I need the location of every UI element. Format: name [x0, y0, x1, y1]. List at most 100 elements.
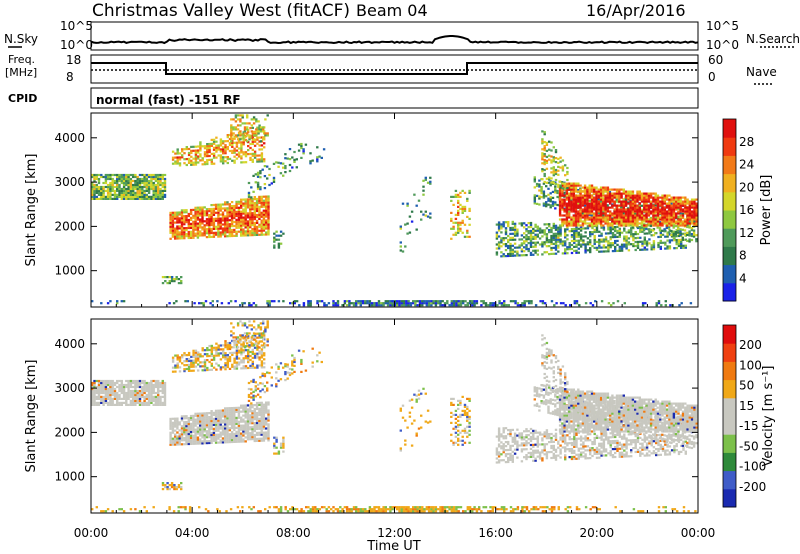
- heatmap-cell: [235, 135, 239, 138]
- heatmap-cell: [563, 202, 566, 205]
- heatmap-cell: [609, 202, 612, 205]
- heatmap-cell: [604, 246, 608, 249]
- heatmap-cell: [563, 191, 566, 194]
- heatmap-cell: [583, 194, 587, 197]
- heatmap-cell: [620, 212, 623, 215]
- heatmap-cell: [214, 217, 218, 220]
- heatmap-cell: [452, 195, 455, 198]
- heatmap-cell: [579, 184, 582, 187]
- heatmap-cell: [203, 440, 206, 443]
- heatmap-cell: [169, 227, 172, 230]
- heatmap-cell: [201, 212, 204, 215]
- heatmap-cell: [636, 190, 639, 193]
- heatmap-cell: [563, 208, 566, 211]
- heatmap-cell: [125, 385, 128, 389]
- heatmap-cell: [586, 206, 589, 209]
- heatmap-cell: [614, 227, 617, 231]
- heatmap-cell: [545, 201, 548, 204]
- heatmap-cell: [129, 187, 133, 191]
- heatmap-cell: [634, 200, 637, 203]
- heatmap-cell: [106, 403, 110, 406]
- heatmap-cell: [210, 433, 213, 437]
- heatmap-cell: [161, 175, 164, 179]
- heatmap-cell: [185, 443, 188, 446]
- heatmap-cell: [597, 218, 600, 221]
- heatmap-cell: [210, 204, 213, 207]
- heatmap-cell: [604, 240, 608, 243]
- heatmap-cell: [558, 198, 562, 201]
- heatmap-cell: [255, 118, 258, 121]
- heatmap-cell: [97, 401, 101, 404]
- heatmap-cell: [489, 302, 492, 305]
- heatmap-cell: [559, 184, 562, 187]
- heatmap-cell: [577, 235, 580, 238]
- heatmap-cell: [672, 222, 676, 225]
- heatmap-cell: [122, 387, 126, 391]
- heatmap-cell: [574, 210, 578, 213]
- heatmap-cell: [533, 202, 536, 205]
- heatmap-cell: [557, 240, 560, 243]
- heatmap-cell: [104, 387, 108, 391]
- heatmap-cell: [657, 245, 660, 249]
- heatmap-cell: [588, 213, 591, 216]
- heatmap-cell: [136, 195, 139, 198]
- heatmap-cell: [589, 241, 592, 244]
- heatmap-cell: [171, 211, 175, 214]
- heatmap-cell: [375, 302, 378, 305]
- heatmap-cell: [293, 158, 296, 161]
- heatmap-cell: [686, 233, 689, 236]
- heatmap-cell: [473, 304, 476, 307]
- heatmap-cell: [215, 148, 218, 151]
- heatmap-cell: [688, 224, 691, 227]
- heatmap-cell: [91, 193, 94, 196]
- heatmap-cell: [482, 300, 485, 303]
- heatmap-cell: [642, 229, 646, 232]
- heatmap-cell: [682, 232, 685, 235]
- heatmap-cell: [127, 189, 130, 192]
- heatmap-cell: [240, 222, 243, 225]
- heatmap-cell: [295, 166, 298, 169]
- heatmap-cell: [249, 226, 252, 229]
- heatmap-cell: [262, 211, 266, 214]
- heatmap-cell: [645, 196, 648, 199]
- heatmap-cell: [675, 243, 678, 246]
- heatmap-cell: [201, 210, 204, 213]
- heatmap-cell: [242, 220, 245, 223]
- heatmap-cell: [564, 188, 567, 191]
- heatmap-cell: [624, 222, 628, 225]
- heatmap-cell: [214, 409, 218, 412]
- heatmap-cell: [659, 245, 662, 248]
- heatmap-cell: [152, 177, 155, 181]
- heatmap-cell: [180, 209, 184, 212]
- heatmap-cell: [636, 212, 639, 215]
- heatmap-cell: [525, 236, 528, 239]
- heatmap-cell: [672, 200, 676, 203]
- heatmap-cell: [574, 224, 578, 227]
- heatmap-cell: [606, 224, 610, 227]
- heatmap-cell: [574, 202, 578, 205]
- heatmap-cell: [655, 304, 658, 307]
- heatmap-cell: [645, 200, 648, 203]
- heatmap-cell: [541, 300, 545, 303]
- heatmap-cell: [97, 193, 101, 196]
- heatmap-cell: [249, 156, 252, 159]
- heatmap-cell: [260, 215, 263, 218]
- heatmap-cell: [233, 212, 236, 216]
- heatmap-cell: [288, 163, 292, 167]
- heatmap-cell: [194, 216, 197, 219]
- heatmap-cell: [270, 182, 273, 185]
- heatmap-cell: [593, 218, 596, 221]
- heatmap-cell: [525, 244, 528, 247]
- heatmap-cell: [623, 235, 626, 238]
- heatmap-cell: [196, 430, 200, 433]
- heatmap-cell: [91, 175, 94, 179]
- heatmap-cell: [602, 218, 605, 221]
- heatmap-cell: [589, 249, 592, 252]
- heatmap-cell: [224, 229, 227, 232]
- heatmap-cell: [604, 206, 607, 209]
- heatmap-cell: [575, 231, 578, 234]
- heatmap-cell: [171, 423, 175, 426]
- heatmap-cell: [109, 391, 112, 395]
- freq-tick-top: 18: [66, 53, 81, 67]
- heatmap-cell: [176, 441, 179, 444]
